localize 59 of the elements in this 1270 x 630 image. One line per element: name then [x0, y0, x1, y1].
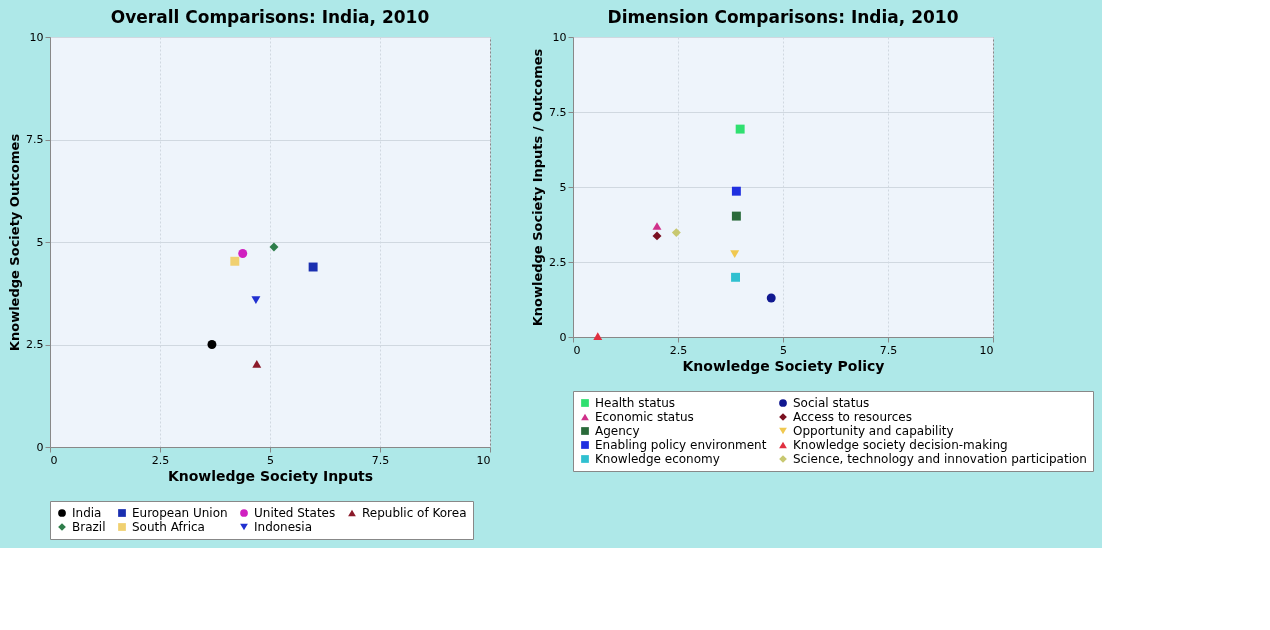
- point: [269, 242, 279, 252]
- point: [735, 124, 745, 134]
- x-tick-label: 7.5: [371, 453, 390, 467]
- legend-label: Agency: [595, 424, 640, 438]
- legend-label: Economic status: [595, 410, 694, 424]
- point: [730, 250, 740, 259]
- y-tick-label: 2.5: [549, 255, 567, 269]
- y-tick-label: 7.5: [26, 133, 44, 146]
- legend-label: Knowledge economy: [595, 452, 720, 466]
- legend-label: Indonesia: [254, 520, 313, 534]
- point: [207, 340, 217, 349]
- x-tick-label: 5: [267, 453, 274, 467]
- y-axis-title: Knowledge Society Outcomes: [7, 133, 23, 352]
- legend-label: South Africa: [132, 520, 205, 534]
- legend-label: European Union: [132, 506, 228, 520]
- chart-title: Overall Comparisons: India, 2010: [110, 7, 430, 27]
- point: [652, 222, 662, 230]
- x-tick-label: 5: [780, 343, 787, 357]
- chart-title: Dimension Comparisons: India, 2010: [607, 7, 959, 27]
- x-tick-label: 10: [476, 453, 491, 467]
- point: [671, 228, 681, 238]
- x-tick-label: 0: [573, 343, 581, 357]
- legend-label: India: [72, 506, 102, 520]
- point: [252, 359, 262, 368]
- legend-label: Health status: [595, 396, 676, 410]
- x-tick-label: 0: [50, 453, 58, 467]
- legend-label: Opportunity and capability: [793, 424, 954, 438]
- point: [593, 332, 603, 340]
- x-tick-label: 2.5: [151, 453, 170, 467]
- point: [251, 296, 261, 305]
- legend-label: Access to resources: [793, 410, 912, 424]
- legend-label: United States: [254, 506, 336, 520]
- legend-label: Science, technology and innovation participation: [793, 452, 1087, 466]
- legend-label: Enabling policy environment: [595, 438, 767, 452]
- y-tick-label: 5: [559, 180, 567, 194]
- legend-label: Republic of Korea: [362, 506, 467, 520]
- point: [230, 256, 240, 266]
- point: [766, 293, 776, 303]
- x-tick-label: 7.5: [879, 343, 898, 357]
- legend-label: Knowledge society decision-making: [793, 438, 1008, 452]
- legend-label: Social status: [793, 396, 870, 410]
- point: [731, 186, 741, 196]
- point: [652, 231, 662, 241]
- y-axis-title: Knowledge Society Inputs / Outcomes: [530, 48, 546, 327]
- point: [731, 211, 741, 221]
- y-tick-label: 10: [552, 30, 567, 44]
- y-tick-label: 5: [36, 235, 44, 249]
- point: [238, 249, 248, 258]
- x-tick-label: 10: [979, 343, 994, 357]
- legend-label: Brazil: [72, 520, 106, 534]
- y-tick-label: 0: [36, 440, 44, 454]
- x-axis-title: Knowledge Society Inputs: [167, 467, 374, 484]
- point: [308, 262, 318, 272]
- y-tick-label: 0: [559, 330, 567, 344]
- x-axis-title: Knowledge Society Policy: [682, 357, 885, 374]
- y-tick-label: 10: [29, 30, 44, 44]
- x-tick-label: 2.5: [669, 343, 688, 357]
- y-tick-label: 7.5: [549, 105, 567, 119]
- point: [731, 272, 741, 282]
